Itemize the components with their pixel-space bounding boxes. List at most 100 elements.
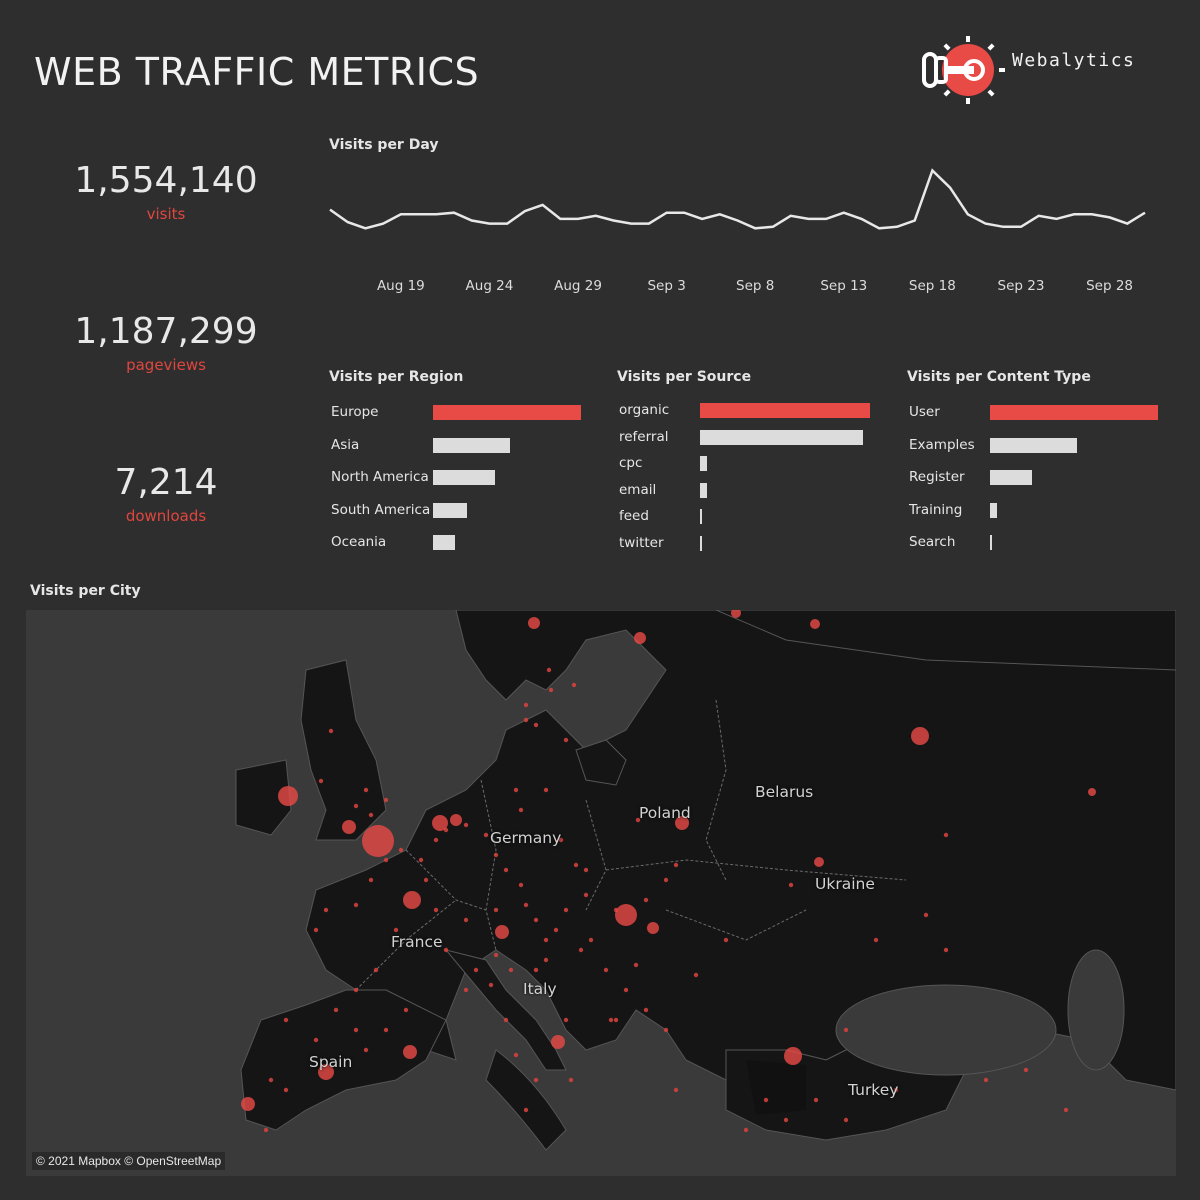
city-dot[interactable] bbox=[488, 982, 494, 988]
city-dot[interactable] bbox=[578, 947, 584, 953]
city-dot[interactable] bbox=[643, 897, 649, 903]
city-dot[interactable] bbox=[893, 1087, 899, 1093]
city-dot[interactable] bbox=[814, 857, 824, 867]
city-dot[interactable] bbox=[663, 1027, 669, 1033]
city-dot[interactable] bbox=[843, 1027, 849, 1033]
city-dot[interactable] bbox=[543, 957, 549, 963]
city-dot[interactable] bbox=[743, 1127, 749, 1133]
city-dot[interactable] bbox=[943, 832, 949, 838]
city-dot[interactable] bbox=[783, 1117, 789, 1123]
city-dot[interactable] bbox=[635, 817, 641, 823]
bar-row[interactable]: South America bbox=[329, 500, 581, 520]
city-dot[interactable] bbox=[383, 857, 389, 863]
city-dot[interactable] bbox=[495, 925, 509, 939]
city-dot[interactable] bbox=[543, 787, 549, 793]
city-dot[interactable] bbox=[318, 1064, 334, 1080]
city-dot[interactable] bbox=[493, 907, 499, 913]
city-dot[interactable] bbox=[513, 787, 519, 793]
city-dot[interactable] bbox=[353, 1027, 359, 1033]
city-dot[interactable] bbox=[383, 797, 389, 803]
city-dot[interactable] bbox=[383, 1027, 389, 1033]
city-dot[interactable] bbox=[523, 902, 529, 908]
city-dot[interactable] bbox=[675, 816, 689, 830]
city-dot[interactable] bbox=[1063, 1107, 1069, 1113]
city-dot[interactable] bbox=[983, 1077, 989, 1083]
city-dot[interactable] bbox=[553, 927, 559, 933]
city-dot[interactable] bbox=[551, 1035, 565, 1049]
bar-row[interactable]: Register bbox=[907, 467, 1158, 487]
city-dot[interactable] bbox=[558, 837, 564, 843]
city-dot[interactable] bbox=[433, 907, 439, 913]
bar-row[interactable]: Examples bbox=[907, 435, 1158, 455]
city-dot[interactable] bbox=[323, 907, 329, 913]
city-dot[interactable] bbox=[943, 947, 949, 953]
city-dot[interactable] bbox=[353, 902, 359, 908]
city-dot[interactable] bbox=[503, 1017, 509, 1023]
city-dot[interactable] bbox=[911, 727, 929, 745]
bar-row[interactable]: organic bbox=[617, 400, 870, 420]
city-dot[interactable] bbox=[613, 1017, 619, 1023]
city-dot[interactable] bbox=[528, 617, 540, 629]
city-dot[interactable] bbox=[546, 667, 552, 673]
city-dot[interactable] bbox=[673, 862, 679, 868]
city-dot[interactable] bbox=[368, 812, 374, 818]
city-dot[interactable] bbox=[433, 837, 439, 843]
bar-row[interactable]: twitter bbox=[617, 533, 870, 553]
city-dot[interactable] bbox=[533, 722, 539, 728]
bar-row[interactable]: cpc bbox=[617, 453, 870, 473]
city-dot[interactable] bbox=[583, 892, 589, 898]
city-dot[interactable] bbox=[563, 907, 569, 913]
bar-row[interactable]: Europe bbox=[329, 402, 581, 422]
city-dot[interactable] bbox=[603, 967, 609, 973]
city-dot[interactable] bbox=[523, 717, 529, 723]
city-dot[interactable] bbox=[342, 820, 356, 834]
city-dot[interactable] bbox=[318, 778, 324, 784]
city-dot[interactable] bbox=[731, 610, 741, 618]
city-dot[interactable] bbox=[432, 815, 448, 831]
city-dot[interactable] bbox=[518, 807, 524, 813]
city-dot[interactable] bbox=[353, 987, 359, 993]
city-dot[interactable] bbox=[363, 787, 369, 793]
city-dot[interactable] bbox=[450, 814, 462, 826]
city-dot[interactable] bbox=[241, 1097, 255, 1111]
visits-per-city-map[interactable]: Germany Poland Belarus Ukraine France It… bbox=[26, 610, 1176, 1176]
city-dot[interactable] bbox=[362, 825, 394, 857]
city-dot[interactable] bbox=[813, 1097, 819, 1103]
city-dot[interactable] bbox=[533, 917, 539, 923]
city-dot[interactable] bbox=[543, 937, 549, 943]
city-dot[interactable] bbox=[423, 877, 429, 883]
city-dot[interactable] bbox=[463, 917, 469, 923]
city-dot[interactable] bbox=[363, 1047, 369, 1053]
city-dot[interactable] bbox=[523, 702, 529, 708]
bar-row[interactable]: referral bbox=[617, 427, 870, 447]
bar-row[interactable]: North America bbox=[329, 467, 581, 487]
bar-row[interactable]: feed bbox=[617, 506, 870, 526]
city-dot[interactable] bbox=[493, 952, 499, 958]
city-dot[interactable] bbox=[784, 1047, 802, 1065]
city-dot[interactable] bbox=[313, 1037, 319, 1043]
city-dot[interactable] bbox=[503, 867, 509, 873]
city-dot[interactable] bbox=[533, 967, 539, 973]
city-dot[interactable] bbox=[373, 967, 379, 973]
city-dot[interactable] bbox=[463, 822, 469, 828]
city-dot[interactable] bbox=[643, 1007, 649, 1013]
city-dot[interactable] bbox=[843, 1117, 849, 1123]
city-dot[interactable] bbox=[313, 927, 319, 933]
city-dot[interactable] bbox=[634, 632, 646, 644]
city-dot[interactable] bbox=[403, 1007, 409, 1013]
city-dot[interactable] bbox=[393, 927, 399, 933]
city-dot[interactable] bbox=[573, 862, 579, 868]
city-dot[interactable] bbox=[418, 857, 424, 863]
city-dot[interactable] bbox=[533, 1077, 539, 1083]
city-dot[interactable] bbox=[663, 877, 669, 883]
city-dot[interactable] bbox=[873, 937, 879, 943]
bar-row[interactable]: email bbox=[617, 480, 870, 500]
city-dot[interactable] bbox=[368, 877, 374, 883]
city-dot[interactable] bbox=[588, 937, 594, 943]
city-dot[interactable] bbox=[403, 1045, 417, 1059]
city-dot[interactable] bbox=[508, 967, 514, 973]
city-dot[interactable] bbox=[328, 728, 334, 734]
city-dot[interactable] bbox=[608, 1017, 614, 1023]
bar-row[interactable]: User bbox=[907, 402, 1158, 422]
city-dot[interactable] bbox=[563, 737, 569, 743]
